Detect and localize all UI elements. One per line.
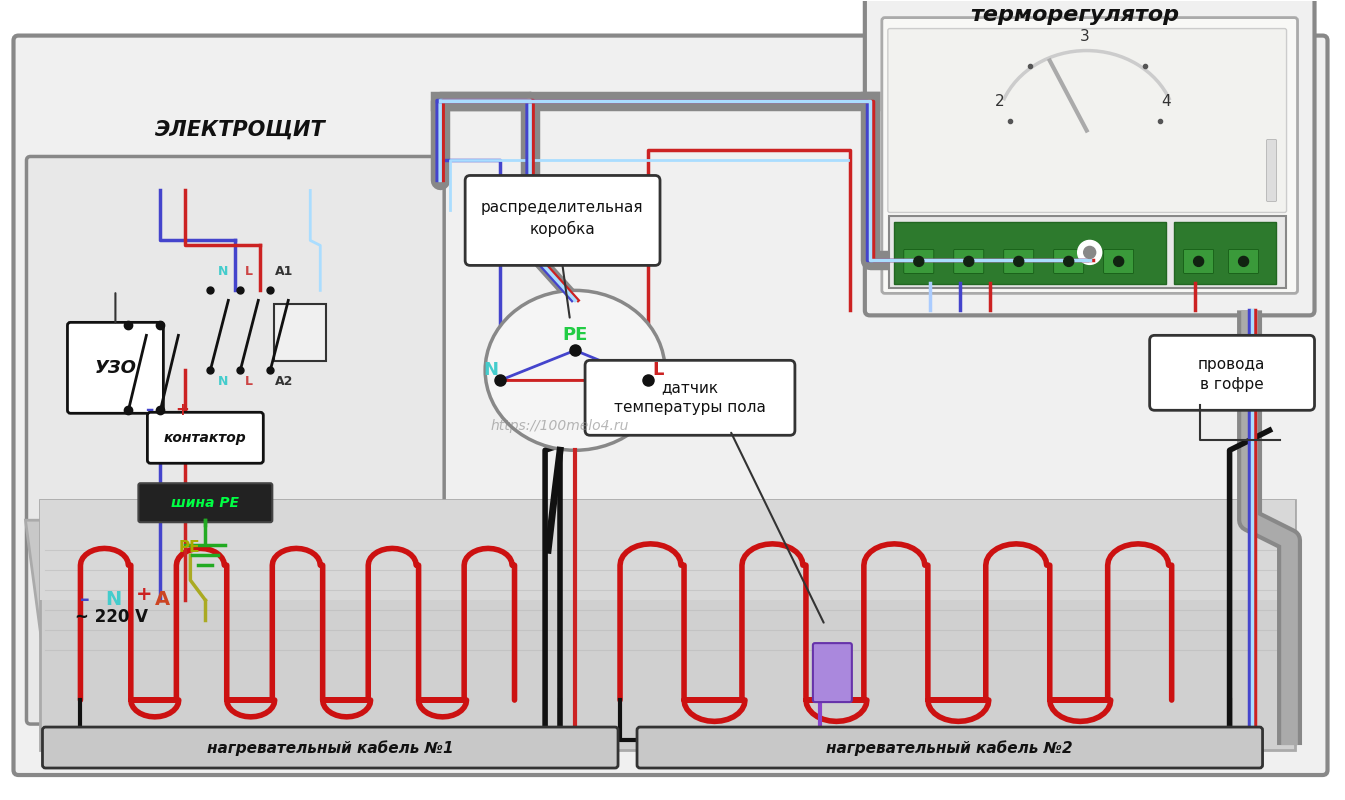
- Text: датчик
температуры пола: датчик температуры пола: [615, 380, 765, 415]
- FancyBboxPatch shape: [894, 222, 1166, 284]
- Text: нагревательный кабель №1: нагревательный кабель №1: [207, 740, 453, 756]
- FancyBboxPatch shape: [865, 0, 1314, 315]
- Text: –: –: [145, 402, 153, 419]
- FancyBboxPatch shape: [465, 175, 660, 266]
- FancyBboxPatch shape: [1184, 250, 1213, 274]
- Circle shape: [1239, 257, 1248, 266]
- FancyBboxPatch shape: [43, 727, 619, 768]
- Text: N: N: [105, 590, 121, 609]
- Text: УЗО: УЗО: [94, 359, 136, 378]
- Text: нагревательный кабель №2: нагревательный кабель №2: [826, 740, 1073, 756]
- FancyBboxPatch shape: [1104, 250, 1134, 274]
- Circle shape: [1193, 257, 1204, 266]
- FancyBboxPatch shape: [274, 304, 327, 362]
- FancyBboxPatch shape: [1228, 250, 1259, 274]
- FancyBboxPatch shape: [40, 500, 1294, 750]
- FancyBboxPatch shape: [139, 483, 272, 522]
- FancyBboxPatch shape: [882, 18, 1298, 294]
- FancyBboxPatch shape: [1174, 222, 1275, 284]
- Text: терморегулятор: терморегулятор: [970, 5, 1178, 25]
- Text: A: A: [156, 590, 171, 609]
- Circle shape: [1064, 257, 1073, 266]
- Circle shape: [913, 257, 924, 266]
- Circle shape: [1077, 241, 1102, 265]
- FancyBboxPatch shape: [812, 643, 851, 702]
- Text: контактор: контактор: [164, 431, 246, 446]
- FancyBboxPatch shape: [1150, 335, 1314, 410]
- Text: +: +: [175, 402, 190, 419]
- FancyBboxPatch shape: [27, 157, 444, 724]
- Text: N: N: [218, 266, 229, 278]
- Circle shape: [1084, 246, 1096, 258]
- FancyBboxPatch shape: [889, 217, 1286, 288]
- Text: ~ 220 V: ~ 220 V: [75, 608, 148, 626]
- Text: PE: PE: [179, 540, 200, 555]
- Circle shape: [1114, 257, 1123, 266]
- FancyBboxPatch shape: [13, 35, 1328, 775]
- Text: провода
в гофре: провода в гофре: [1198, 358, 1266, 392]
- Text: распределительная
коробка: распределительная коробка: [480, 201, 643, 237]
- Text: N: N: [483, 362, 498, 379]
- FancyBboxPatch shape: [40, 500, 1294, 600]
- FancyBboxPatch shape: [1053, 250, 1084, 274]
- Text: 2: 2: [995, 94, 1005, 109]
- Text: A1: A1: [276, 266, 293, 278]
- Circle shape: [1014, 257, 1024, 266]
- FancyBboxPatch shape: [148, 412, 264, 463]
- Polygon shape: [26, 520, 1279, 745]
- FancyBboxPatch shape: [904, 250, 933, 274]
- FancyBboxPatch shape: [638, 727, 1263, 768]
- FancyBboxPatch shape: [67, 322, 163, 414]
- Text: 3: 3: [1080, 29, 1089, 43]
- Text: –: –: [81, 590, 90, 609]
- Ellipse shape: [486, 290, 664, 450]
- Text: L: L: [245, 375, 253, 388]
- Text: L: L: [245, 266, 253, 278]
- Text: ЭЛЕКТРОЩИТ: ЭЛЕКТРОЩИТ: [156, 119, 325, 139]
- Text: шина PE: шина PE: [171, 496, 239, 510]
- FancyBboxPatch shape: [954, 250, 983, 274]
- Text: +: +: [136, 585, 152, 604]
- Text: 4: 4: [1162, 94, 1171, 109]
- Text: A2: A2: [276, 375, 293, 388]
- Text: https://100melo4.ru: https://100melo4.ru: [490, 419, 628, 434]
- Text: PE: PE: [562, 326, 588, 344]
- Text: L: L: [652, 362, 663, 379]
- FancyBboxPatch shape: [888, 29, 1287, 213]
- FancyBboxPatch shape: [1267, 139, 1276, 202]
- Circle shape: [964, 257, 974, 266]
- FancyBboxPatch shape: [585, 360, 795, 435]
- Text: N: N: [218, 375, 229, 388]
- FancyBboxPatch shape: [1003, 250, 1034, 274]
